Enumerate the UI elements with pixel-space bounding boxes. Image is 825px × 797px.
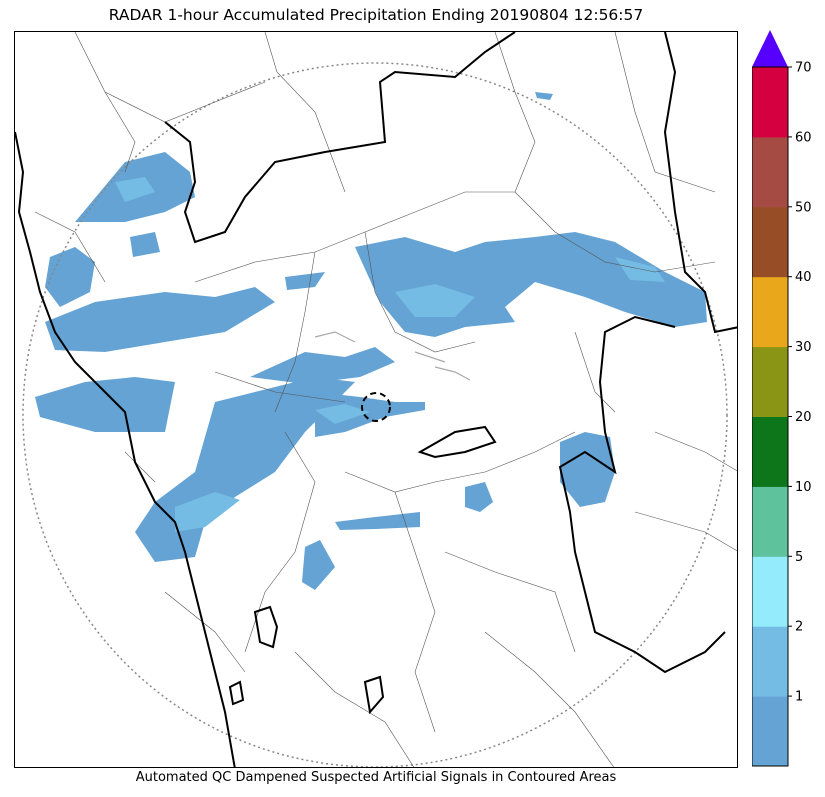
colorbar-tick-label: 5 [795,550,803,565]
precip-cell [35,377,175,432]
border-west [15,131,236,767]
precip-core [175,492,240,532]
qc-contoured-areas [314,331,471,381]
colorbar-tick-label: 2 [795,620,803,635]
precipitation-moderate [115,177,665,532]
district-borders [34,32,737,767]
border-inner [417,425,497,459]
colorbar-tick-label: 1 [795,690,803,705]
precip-cell [560,432,615,507]
precipitation-light [35,92,707,590]
precip-core [395,284,475,317]
colorbar-band [752,276,788,348]
colorbar: 1 2 5 10 20 30 40 50 60 70 [752,30,812,767]
colorbar-band [752,346,788,417]
border-southeast [558,315,726,674]
precip-core [315,404,370,424]
colorbar-band [752,696,788,767]
colorbar-tick-label: 20 [795,410,812,425]
border-enclave [228,680,245,706]
colorbar-tick-label: 50 [795,200,812,215]
colorbar-tick-label: 40 [795,270,812,285]
radar-map [14,31,738,768]
precip-cell [302,540,335,590]
colorbar-tick-label: 30 [795,340,812,355]
precip-cell [250,347,395,384]
radar-range-ring [22,62,728,767]
colorbar-band [752,136,788,208]
precip-cell [315,392,425,437]
precip-cell [335,512,420,530]
colorbar-band [752,416,788,487]
precip-core [115,177,155,202]
border-east [663,32,737,334]
state-borders [15,32,737,767]
precip-core [615,257,665,282]
colorbar-tick-label: 60 [795,130,812,145]
map-title: RADAR 1-hour Accumulated Precipitation E… [108,6,644,24]
border-north [164,32,516,244]
border-enclave [253,605,279,649]
colorbar-extend-triangle [752,30,788,67]
colorbar-tick-label: 10 [795,480,812,495]
colorbar-band [752,626,788,697]
colorbar-band [752,486,788,557]
precip-cell [45,247,95,307]
colorbar-band [752,67,788,138]
border-enclave [363,675,385,715]
precip-cell [285,272,325,290]
radar-site-marker [361,392,391,422]
precip-cell [130,232,160,257]
precip-cell [465,482,493,512]
colorbar-tick-label: 70 [795,61,812,76]
precip-cell [45,287,275,352]
precip-cell [535,92,553,100]
colorbar-band [752,556,788,627]
map-footer-note: Automated QC Dampened Suspected Artifici… [135,770,617,785]
colorbar-band [752,206,788,278]
